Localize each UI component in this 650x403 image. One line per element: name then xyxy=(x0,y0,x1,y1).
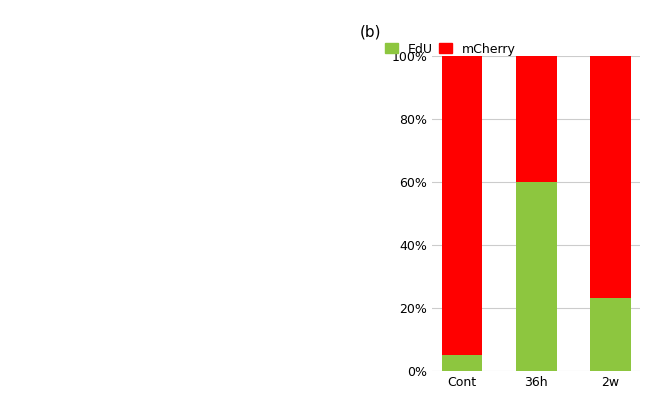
Bar xyxy=(516,182,556,371)
Bar xyxy=(442,56,482,355)
Bar xyxy=(590,299,630,371)
Bar xyxy=(442,355,482,371)
Text: (a): (a) xyxy=(5,6,25,21)
Bar xyxy=(516,56,556,182)
Bar xyxy=(590,56,630,299)
Text: (b): (b) xyxy=(359,25,381,40)
Legend: EdU, mCherry: EdU, mCherry xyxy=(380,37,521,60)
